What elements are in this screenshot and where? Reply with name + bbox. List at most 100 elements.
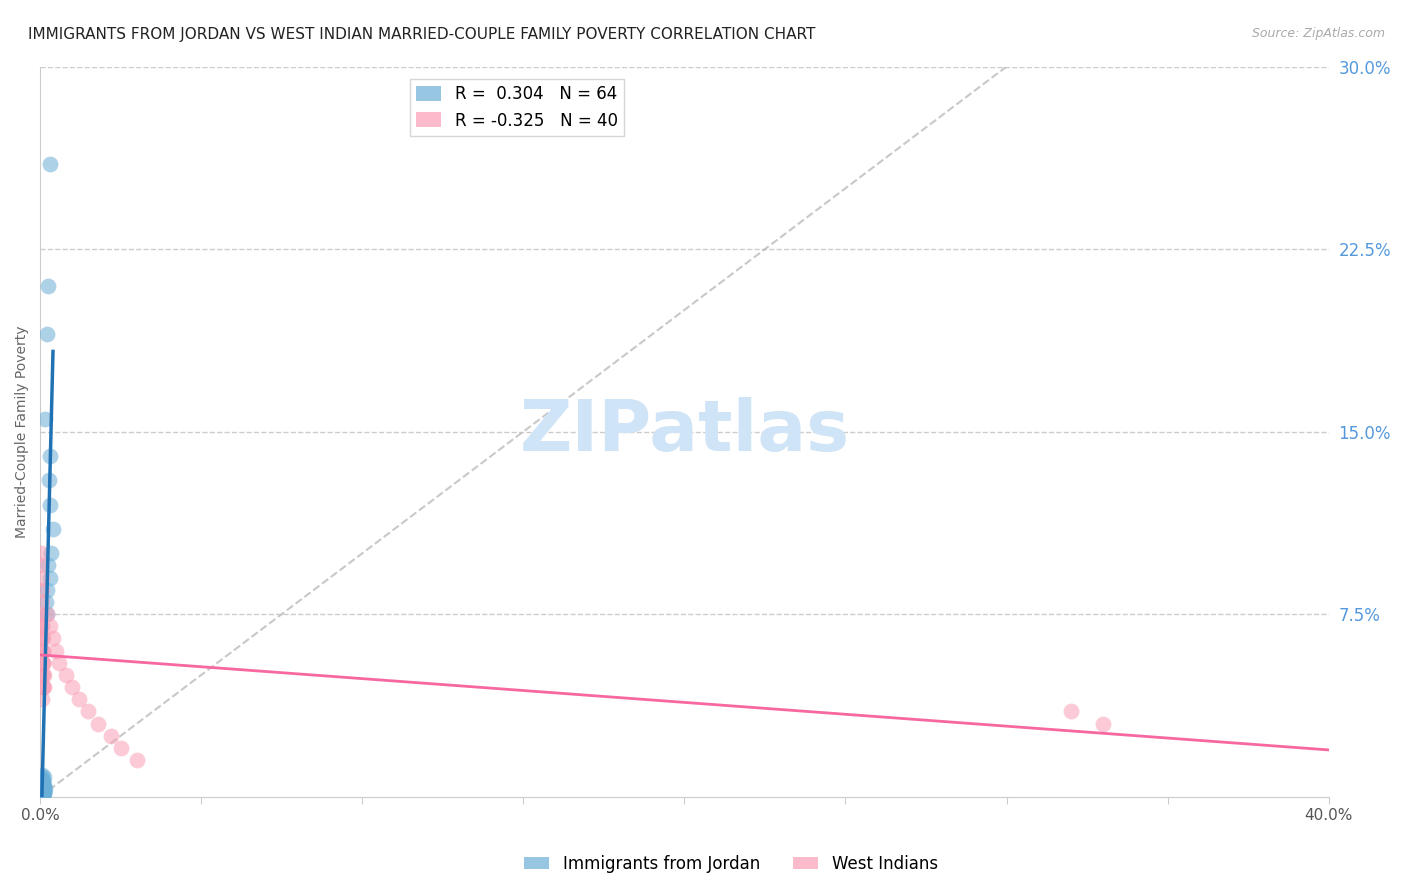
- Point: [31, 780, 53, 794]
- Point: [32, 782, 55, 797]
- Point: [77, 705, 100, 719]
- Text: ZIPatlas: ZIPatlas: [519, 397, 849, 467]
- Point: [31, 785, 53, 799]
- Point: [34, 412, 56, 426]
- Point: [32, 777, 55, 791]
- Point: [45, 643, 67, 657]
- Point: [87, 716, 110, 731]
- Point: [35, 595, 58, 609]
- Point: [32, 656, 55, 670]
- Point: [67, 692, 90, 706]
- Point: [31, 785, 53, 799]
- Point: [31, 768, 53, 782]
- Point: [32, 643, 55, 657]
- Point: [30, 619, 52, 633]
- Legend: Immigrants from Jordan, West Indians: Immigrants from Jordan, West Indians: [517, 848, 945, 880]
- Point: [31, 785, 53, 799]
- Point: [1092, 716, 1115, 731]
- Point: [38, 571, 60, 585]
- Point: [32, 785, 55, 799]
- Point: [30, 782, 52, 797]
- Point: [31, 643, 53, 657]
- Point: [38, 619, 60, 633]
- Point: [31, 595, 53, 609]
- Point: [31, 619, 53, 633]
- Point: [125, 753, 148, 767]
- Point: [31, 782, 53, 797]
- Point: [30, 546, 52, 560]
- Point: [35, 607, 58, 622]
- Point: [30, 770, 52, 784]
- Point: [32, 782, 55, 797]
- Point: [38, 157, 60, 171]
- Point: [32, 787, 55, 801]
- Point: [30, 780, 52, 794]
- Point: [38, 473, 60, 487]
- Point: [32, 770, 55, 784]
- Point: [42, 522, 65, 536]
- Point: [31, 632, 53, 646]
- Point: [31, 775, 53, 789]
- Point: [55, 668, 77, 682]
- Point: [31, 772, 53, 787]
- Point: [31, 787, 53, 801]
- Point: [30, 777, 52, 791]
- Point: [37, 278, 59, 293]
- Point: [32, 656, 55, 670]
- Point: [31, 680, 53, 694]
- Point: [30, 607, 52, 622]
- Y-axis label: Married-Couple Family Poverty: Married-Couple Family Poverty: [15, 326, 30, 538]
- Point: [60, 680, 83, 694]
- Point: [32, 782, 55, 797]
- Legend: R =  0.304   N = 64, R = -0.325   N = 40: R = 0.304 N = 64, R = -0.325 N = 40: [409, 78, 624, 136]
- Point: [30, 780, 52, 794]
- Point: [32, 775, 55, 789]
- Point: [35, 607, 58, 622]
- Point: [32, 680, 55, 694]
- Point: [34, 782, 56, 797]
- Point: [31, 632, 53, 646]
- Point: [31, 777, 53, 791]
- Text: IMMIGRANTS FROM JORDAN VS WEST INDIAN MARRIED-COUPLE FAMILY POVERTY CORRELATION : IMMIGRANTS FROM JORDAN VS WEST INDIAN MA…: [28, 27, 815, 42]
- Point: [35, 327, 58, 342]
- Point: [32, 782, 55, 797]
- Point: [39, 449, 62, 463]
- Point: [31, 785, 53, 799]
- Point: [1060, 705, 1083, 719]
- Point: [32, 780, 55, 794]
- Text: Source: ZipAtlas.com: Source: ZipAtlas.com: [1251, 27, 1385, 40]
- Point: [42, 632, 65, 646]
- Point: [37, 558, 59, 573]
- Point: [100, 729, 122, 743]
- Point: [31, 780, 53, 794]
- Point: [30, 782, 52, 797]
- Point: [31, 668, 53, 682]
- Point: [31, 777, 53, 791]
- Point: [32, 785, 55, 799]
- Point: [110, 741, 132, 756]
- Point: [31, 785, 53, 799]
- Point: [31, 787, 53, 801]
- Point: [30, 632, 52, 646]
- Point: [32, 782, 55, 797]
- Point: [31, 692, 53, 706]
- Point: [32, 780, 55, 794]
- Point: [31, 785, 53, 799]
- Point: [31, 668, 53, 682]
- Point: [31, 787, 53, 801]
- Point: [37, 582, 59, 597]
- Point: [32, 787, 55, 801]
- Point: [31, 777, 53, 791]
- Point: [30, 558, 52, 573]
- Point: [31, 787, 53, 801]
- Point: [31, 775, 53, 789]
- Point: [48, 656, 70, 670]
- Point: [41, 546, 63, 560]
- Point: [31, 772, 53, 787]
- Point: [34, 777, 56, 791]
- Point: [38, 498, 60, 512]
- Point: [30, 780, 52, 794]
- Point: [32, 643, 55, 657]
- Point: [31, 785, 53, 799]
- Point: [32, 680, 55, 694]
